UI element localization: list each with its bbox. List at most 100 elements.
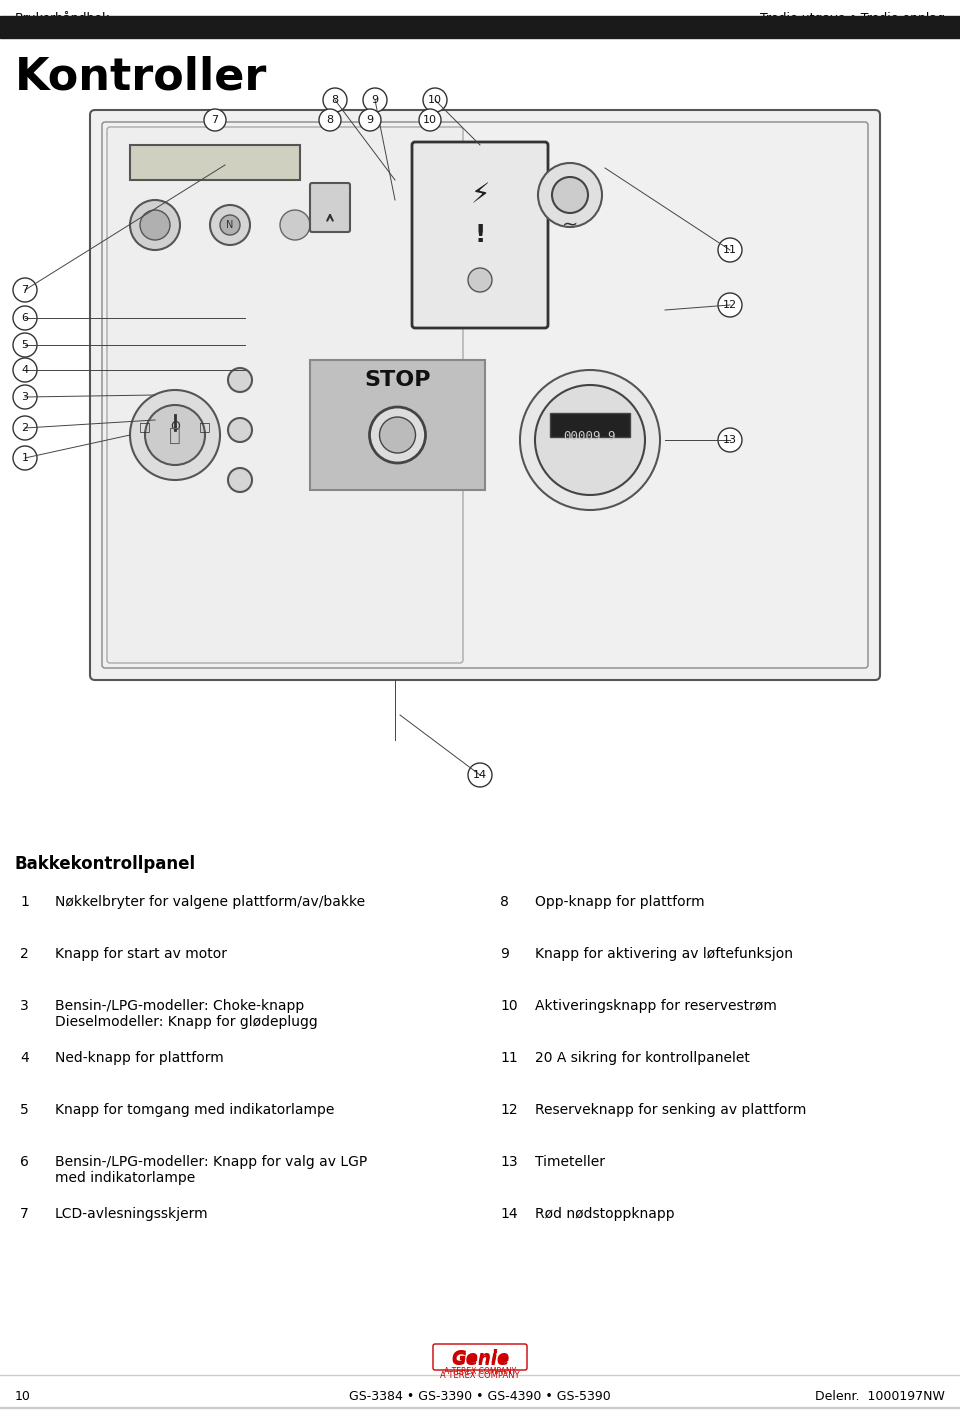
Text: 8: 8 bbox=[326, 114, 333, 126]
Text: Nøkkelbryter for valgene plattform/av/bakke: Nøkkelbryter for valgene plattform/av/ba… bbox=[55, 895, 365, 909]
Text: 13: 13 bbox=[500, 1155, 517, 1169]
Text: 7: 7 bbox=[21, 285, 29, 295]
Circle shape bbox=[13, 359, 37, 383]
FancyBboxPatch shape bbox=[412, 143, 548, 328]
Circle shape bbox=[280, 210, 310, 240]
Circle shape bbox=[13, 333, 37, 357]
Text: 8: 8 bbox=[331, 95, 339, 104]
Circle shape bbox=[468, 762, 492, 786]
Text: 9: 9 bbox=[500, 947, 509, 962]
Text: 3: 3 bbox=[21, 393, 29, 402]
Circle shape bbox=[552, 176, 588, 213]
Text: 4: 4 bbox=[20, 1051, 29, 1065]
Text: A TEREX COMPANY: A TEREX COMPANY bbox=[441, 1371, 519, 1380]
Text: Timeteller: Timeteller bbox=[535, 1155, 605, 1169]
Circle shape bbox=[130, 390, 220, 480]
Text: STOP: STOP bbox=[364, 370, 431, 390]
Text: Ned-knapp for plattform: Ned-knapp for plattform bbox=[55, 1051, 224, 1065]
Text: Rød nødstoppknapp: Rød nødstoppknapp bbox=[535, 1207, 675, 1221]
Text: 20 A sikring for kontrollpanelet: 20 A sikring for kontrollpanelet bbox=[535, 1051, 750, 1065]
Circle shape bbox=[228, 418, 252, 442]
Text: 7: 7 bbox=[211, 114, 219, 126]
Circle shape bbox=[130, 201, 180, 250]
Bar bbox=[550, 412, 630, 436]
Text: 12: 12 bbox=[723, 299, 737, 311]
Circle shape bbox=[538, 162, 602, 227]
Text: Kontroller: Kontroller bbox=[15, 55, 268, 97]
Text: 1: 1 bbox=[20, 895, 29, 909]
Text: Brukerhåndbok: Brukerhåndbok bbox=[15, 11, 110, 25]
Circle shape bbox=[468, 268, 492, 292]
Circle shape bbox=[718, 294, 742, 318]
Text: □: □ bbox=[199, 419, 211, 433]
Bar bbox=[130, 145, 300, 179]
FancyBboxPatch shape bbox=[433, 1344, 527, 1370]
Text: O: O bbox=[170, 419, 180, 433]
Text: 00009.9: 00009.9 bbox=[564, 431, 616, 443]
Text: 1: 1 bbox=[21, 453, 29, 463]
Text: Tredje utgave • Tredje opplag: Tredje utgave • Tredje opplag bbox=[760, 11, 945, 25]
Text: 2: 2 bbox=[20, 947, 29, 962]
Text: Aktiveringsknapp for reservestrøm: Aktiveringsknapp for reservestrøm bbox=[535, 1000, 777, 1012]
Circle shape bbox=[13, 278, 37, 302]
Text: A TEREX COMPANY: A TEREX COMPANY bbox=[444, 1367, 516, 1375]
Text: 4: 4 bbox=[21, 364, 29, 376]
Text: 13: 13 bbox=[723, 435, 737, 445]
Text: Bensin-/LPG-modeller: Choke-knapp
Dieselmodeller: Knapp for glødeplugg: Bensin-/LPG-modeller: Choke-knapp Diesel… bbox=[55, 1000, 318, 1029]
Text: 10: 10 bbox=[15, 1389, 31, 1404]
Circle shape bbox=[13, 446, 37, 470]
Text: Knapp for start av motor: Knapp for start av motor bbox=[55, 947, 227, 962]
Text: 6: 6 bbox=[20, 1155, 29, 1169]
Text: 10: 10 bbox=[423, 114, 437, 126]
Text: 10: 10 bbox=[428, 95, 442, 104]
Circle shape bbox=[210, 205, 250, 246]
Circle shape bbox=[145, 405, 205, 465]
Text: □: □ bbox=[139, 419, 151, 433]
Bar bbox=[0, 1406, 960, 1408]
Text: Reserveknapp for senking av plattform: Reserveknapp for senking av plattform bbox=[535, 1103, 806, 1117]
Text: N: N bbox=[227, 220, 233, 230]
Text: 11: 11 bbox=[723, 246, 737, 256]
Circle shape bbox=[379, 417, 416, 453]
Text: 2: 2 bbox=[21, 424, 29, 433]
Text: Opp-knapp for plattform: Opp-knapp for plattform bbox=[535, 895, 705, 909]
Circle shape bbox=[319, 109, 341, 131]
Circle shape bbox=[520, 370, 660, 510]
Circle shape bbox=[13, 385, 37, 409]
Text: ⚿: ⚿ bbox=[169, 425, 180, 445]
Circle shape bbox=[140, 210, 170, 240]
Circle shape bbox=[220, 215, 240, 234]
FancyBboxPatch shape bbox=[310, 184, 350, 232]
Circle shape bbox=[323, 88, 347, 112]
Text: ∼: ∼ bbox=[562, 216, 578, 234]
Circle shape bbox=[228, 467, 252, 491]
Circle shape bbox=[535, 385, 645, 496]
Text: Genie: Genie bbox=[451, 1351, 509, 1370]
Text: 14: 14 bbox=[473, 770, 487, 779]
Text: 8: 8 bbox=[500, 895, 509, 909]
Text: 5: 5 bbox=[21, 340, 29, 350]
Circle shape bbox=[718, 239, 742, 263]
Circle shape bbox=[423, 88, 447, 112]
Text: Bensin-/LPG-modeller: Knapp for valg av LGP
med indikatorlampe: Bensin-/LPG-modeller: Knapp for valg av … bbox=[55, 1155, 368, 1185]
Text: ⚡: ⚡ bbox=[470, 181, 490, 209]
Text: 12: 12 bbox=[500, 1103, 517, 1117]
Text: 7: 7 bbox=[20, 1207, 29, 1221]
Circle shape bbox=[228, 369, 252, 393]
Text: Genie: Genie bbox=[451, 1348, 509, 1367]
Text: 10: 10 bbox=[500, 1000, 517, 1012]
Text: 14: 14 bbox=[500, 1207, 517, 1221]
Text: 3: 3 bbox=[20, 1000, 29, 1012]
Circle shape bbox=[13, 417, 37, 441]
Circle shape bbox=[718, 428, 742, 452]
Text: GS-3384 • GS-3390 • GS-4390 • GS-5390: GS-3384 • GS-3390 • GS-4390 • GS-5390 bbox=[349, 1389, 611, 1404]
Text: 9: 9 bbox=[367, 114, 373, 126]
Text: LCD-avlesningsskjerm: LCD-avlesningsskjerm bbox=[55, 1207, 208, 1221]
Text: 11: 11 bbox=[500, 1051, 517, 1065]
Text: !: ! bbox=[474, 223, 486, 247]
Text: Delenr.  1000197NW: Delenr. 1000197NW bbox=[815, 1389, 945, 1404]
Text: Bakkekontrollpanel: Bakkekontrollpanel bbox=[15, 856, 196, 873]
Text: Knapp for aktivering av løftefunksjon: Knapp for aktivering av løftefunksjon bbox=[535, 947, 793, 962]
FancyBboxPatch shape bbox=[107, 127, 463, 664]
Text: 9: 9 bbox=[372, 95, 378, 104]
